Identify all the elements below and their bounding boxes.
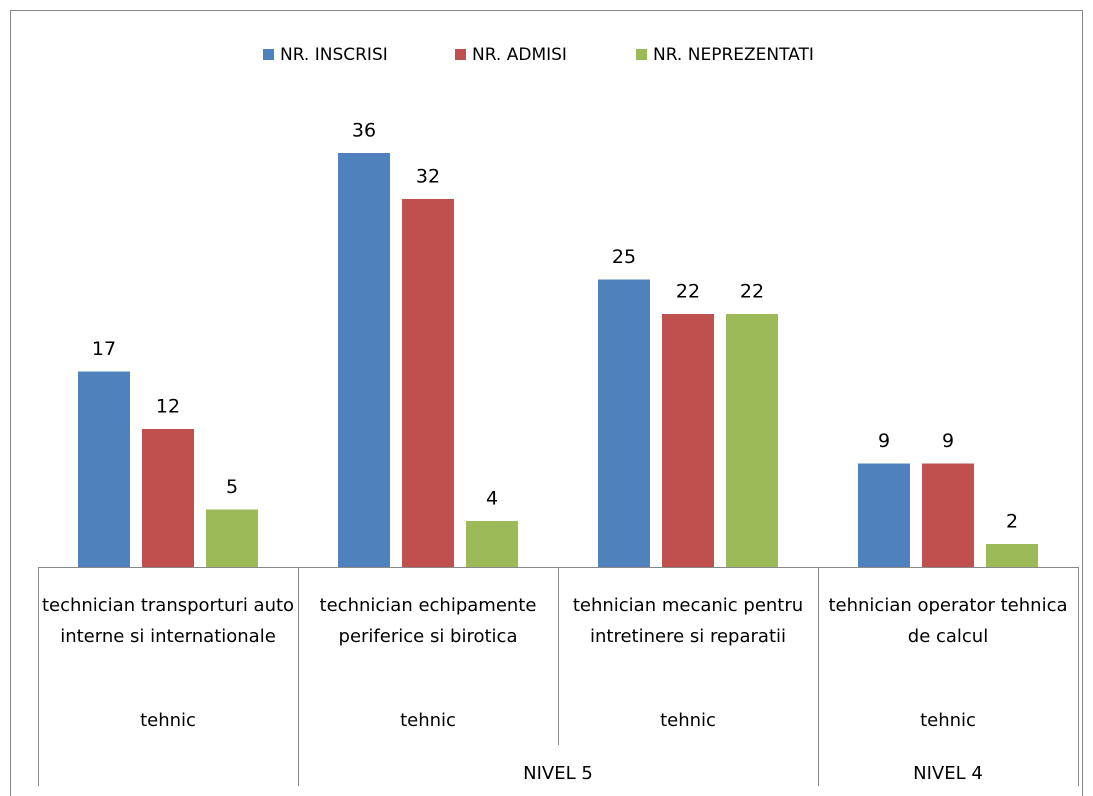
bar	[338, 153, 390, 567]
bar	[78, 371, 130, 567]
x-group-label: NIVEL 5	[523, 763, 593, 784]
bar	[922, 463, 974, 567]
data-label: 17	[92, 338, 116, 360]
data-label: 32	[416, 166, 440, 188]
x-category-label: tehnician mecanic pentru intretinere si …	[572, 595, 804, 647]
legend-swatch	[263, 49, 274, 60]
bar	[598, 279, 650, 567]
x-category-level2: tehnic	[400, 710, 456, 731]
x-category-label: tehnician operator tehnica de calcul	[828, 595, 1068, 647]
legend-swatch	[455, 49, 466, 60]
x-category-level2: tehnic	[660, 710, 716, 731]
data-label: 36	[352, 120, 376, 142]
data-label: 12	[156, 396, 180, 418]
bar	[986, 544, 1038, 567]
bar	[142, 429, 194, 567]
bar	[858, 463, 910, 567]
data-label: 25	[612, 246, 636, 268]
data-label: 9	[878, 430, 890, 452]
x-category-level2: tehnic	[920, 710, 976, 731]
legend-swatch	[636, 49, 647, 60]
data-label: 5	[226, 476, 238, 498]
bar	[662, 314, 714, 567]
legend-label: NR. NEPREZENTATI	[653, 45, 814, 65]
bar	[466, 521, 518, 567]
data-label: 9	[942, 430, 954, 452]
x-category-label: technician echipamente periferice si bir…	[319, 595, 537, 647]
legend-label: NR. ADMISI	[472, 45, 567, 65]
data-label: 4	[486, 488, 498, 510]
data-label: 22	[676, 281, 700, 303]
x-category-level2: tehnic	[140, 710, 196, 731]
bar	[402, 199, 454, 567]
data-label: 2	[1006, 511, 1018, 533]
data-label: 22	[740, 281, 764, 303]
legend-label: NR. INSCRISI	[280, 45, 388, 65]
x-group-label: NIVEL 4	[913, 763, 983, 784]
bar	[206, 509, 258, 567]
chart-border	[10, 10, 1083, 796]
bar	[726, 314, 778, 567]
x-category-label: technician transporturi auto interne si …	[41, 595, 295, 647]
